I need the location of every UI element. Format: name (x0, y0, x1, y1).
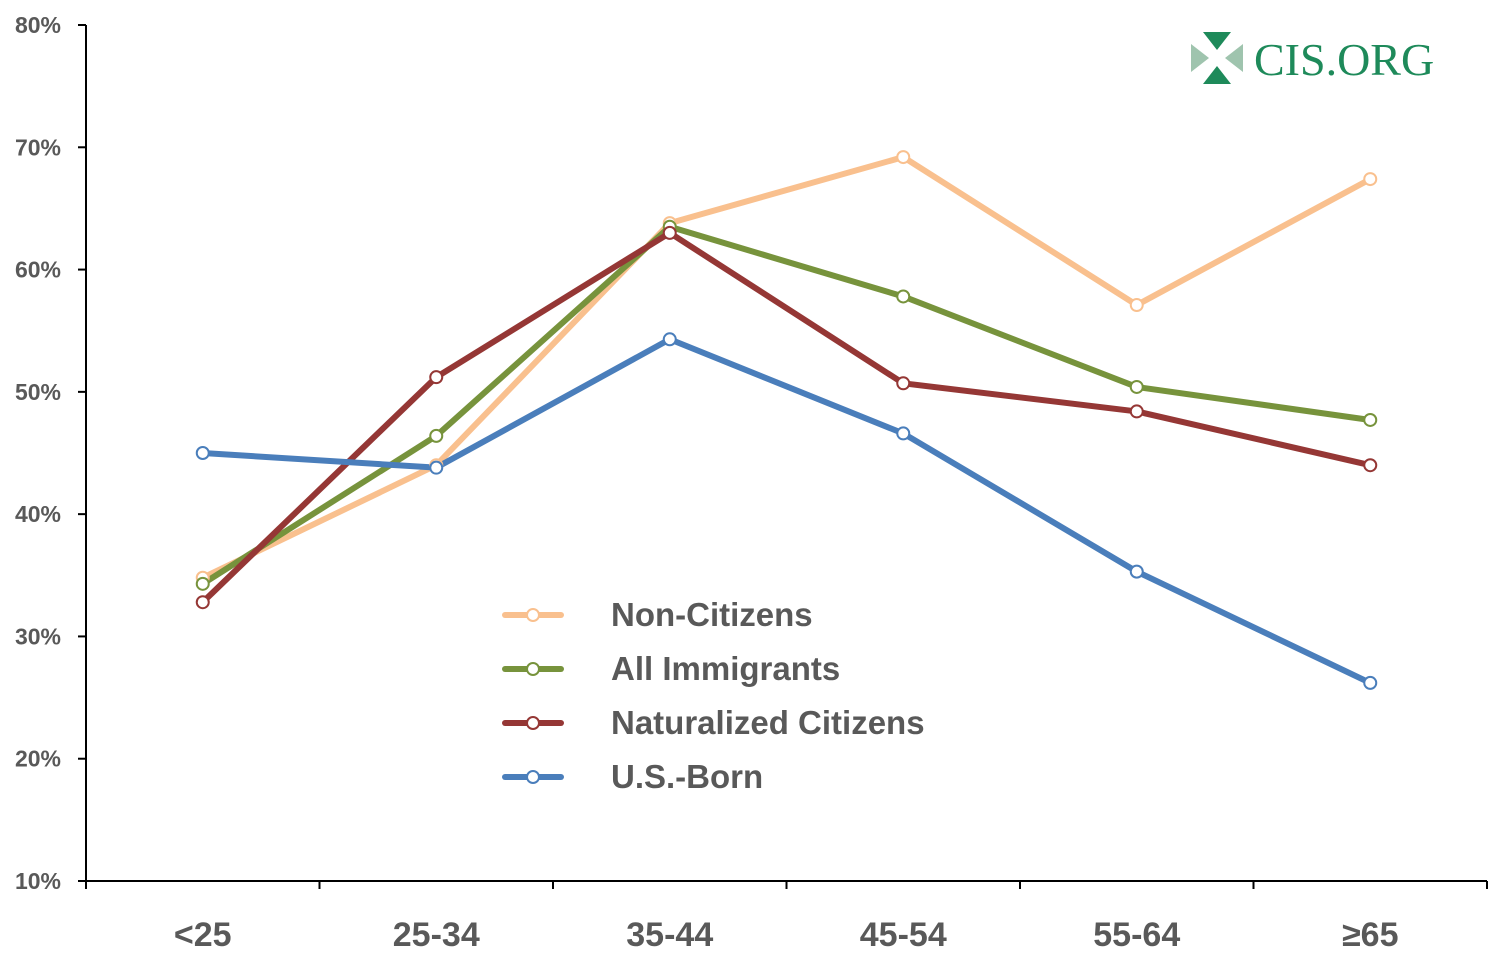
legend-label: U.S.-Born (611, 758, 763, 795)
data-point (429, 370, 444, 385)
legend-marker (526, 770, 540, 784)
y-tick-label: 50% (15, 379, 61, 405)
y-axis-ticks: 10% 20% 30% 40% 50% 60% 70% 80% (15, 12, 86, 894)
data-point (1129, 564, 1144, 579)
legend-label: Naturalized Citizens (611, 704, 925, 741)
data-point (662, 225, 677, 240)
y-tick-label: 70% (15, 134, 61, 160)
data-point (195, 446, 210, 460)
data-point (896, 376, 911, 391)
cis-logo-icon (1191, 32, 1243, 84)
data-point (429, 428, 444, 443)
data-point (195, 576, 210, 591)
legend: Non-Citizens All Immigrants Naturalized Ci… (502, 596, 925, 795)
legend-marker (526, 662, 540, 676)
x-tick-label: 35-44 (626, 916, 713, 954)
data-point (896, 426, 911, 441)
x-tick-label: <25 (174, 916, 232, 954)
brand-text: CIS.ORG (1254, 34, 1434, 85)
series-line-0 (199, 154, 1374, 581)
legend-label: All Immigrants (611, 650, 840, 687)
data-point (1129, 298, 1144, 313)
data-point (429, 460, 444, 475)
y-tick-label: 30% (15, 623, 61, 649)
data-point (1363, 172, 1378, 187)
data-point (1363, 675, 1378, 690)
series-points (195, 150, 1378, 690)
data-point (896, 150, 911, 165)
y-tick-label: 20% (15, 746, 61, 772)
data-point (1363, 458, 1378, 473)
data-point (1129, 404, 1144, 419)
legend-label: Non-Citizens (611, 596, 813, 633)
x-axis-ticks: <25 25-34 35-44 45-54 55-64 ≥65 (85, 881, 1488, 954)
data-point (896, 289, 911, 304)
series-line-2 (199, 229, 1374, 606)
y-tick-label: 80% (15, 12, 61, 38)
y-tick-label: 40% (15, 501, 61, 527)
data-point (195, 595, 210, 610)
data-point (1129, 379, 1144, 394)
data-point (662, 332, 677, 347)
series-line-1 (199, 223, 1374, 587)
data-point (1363, 412, 1378, 427)
brand-logo: CIS.ORG (1191, 32, 1434, 85)
legend-marker (526, 716, 540, 730)
series-line-3 (199, 336, 1374, 686)
x-tick-label: 45-54 (860, 916, 947, 954)
legend-marker (526, 608, 540, 622)
x-tick-label: 55-64 (1093, 916, 1180, 954)
x-tick-label: 25-34 (393, 916, 480, 954)
series-lines (199, 154, 1374, 686)
x-tick-label: ≥65 (1342, 916, 1398, 954)
y-tick-label: 10% (15, 868, 61, 894)
y-tick-label: 60% (15, 257, 61, 283)
